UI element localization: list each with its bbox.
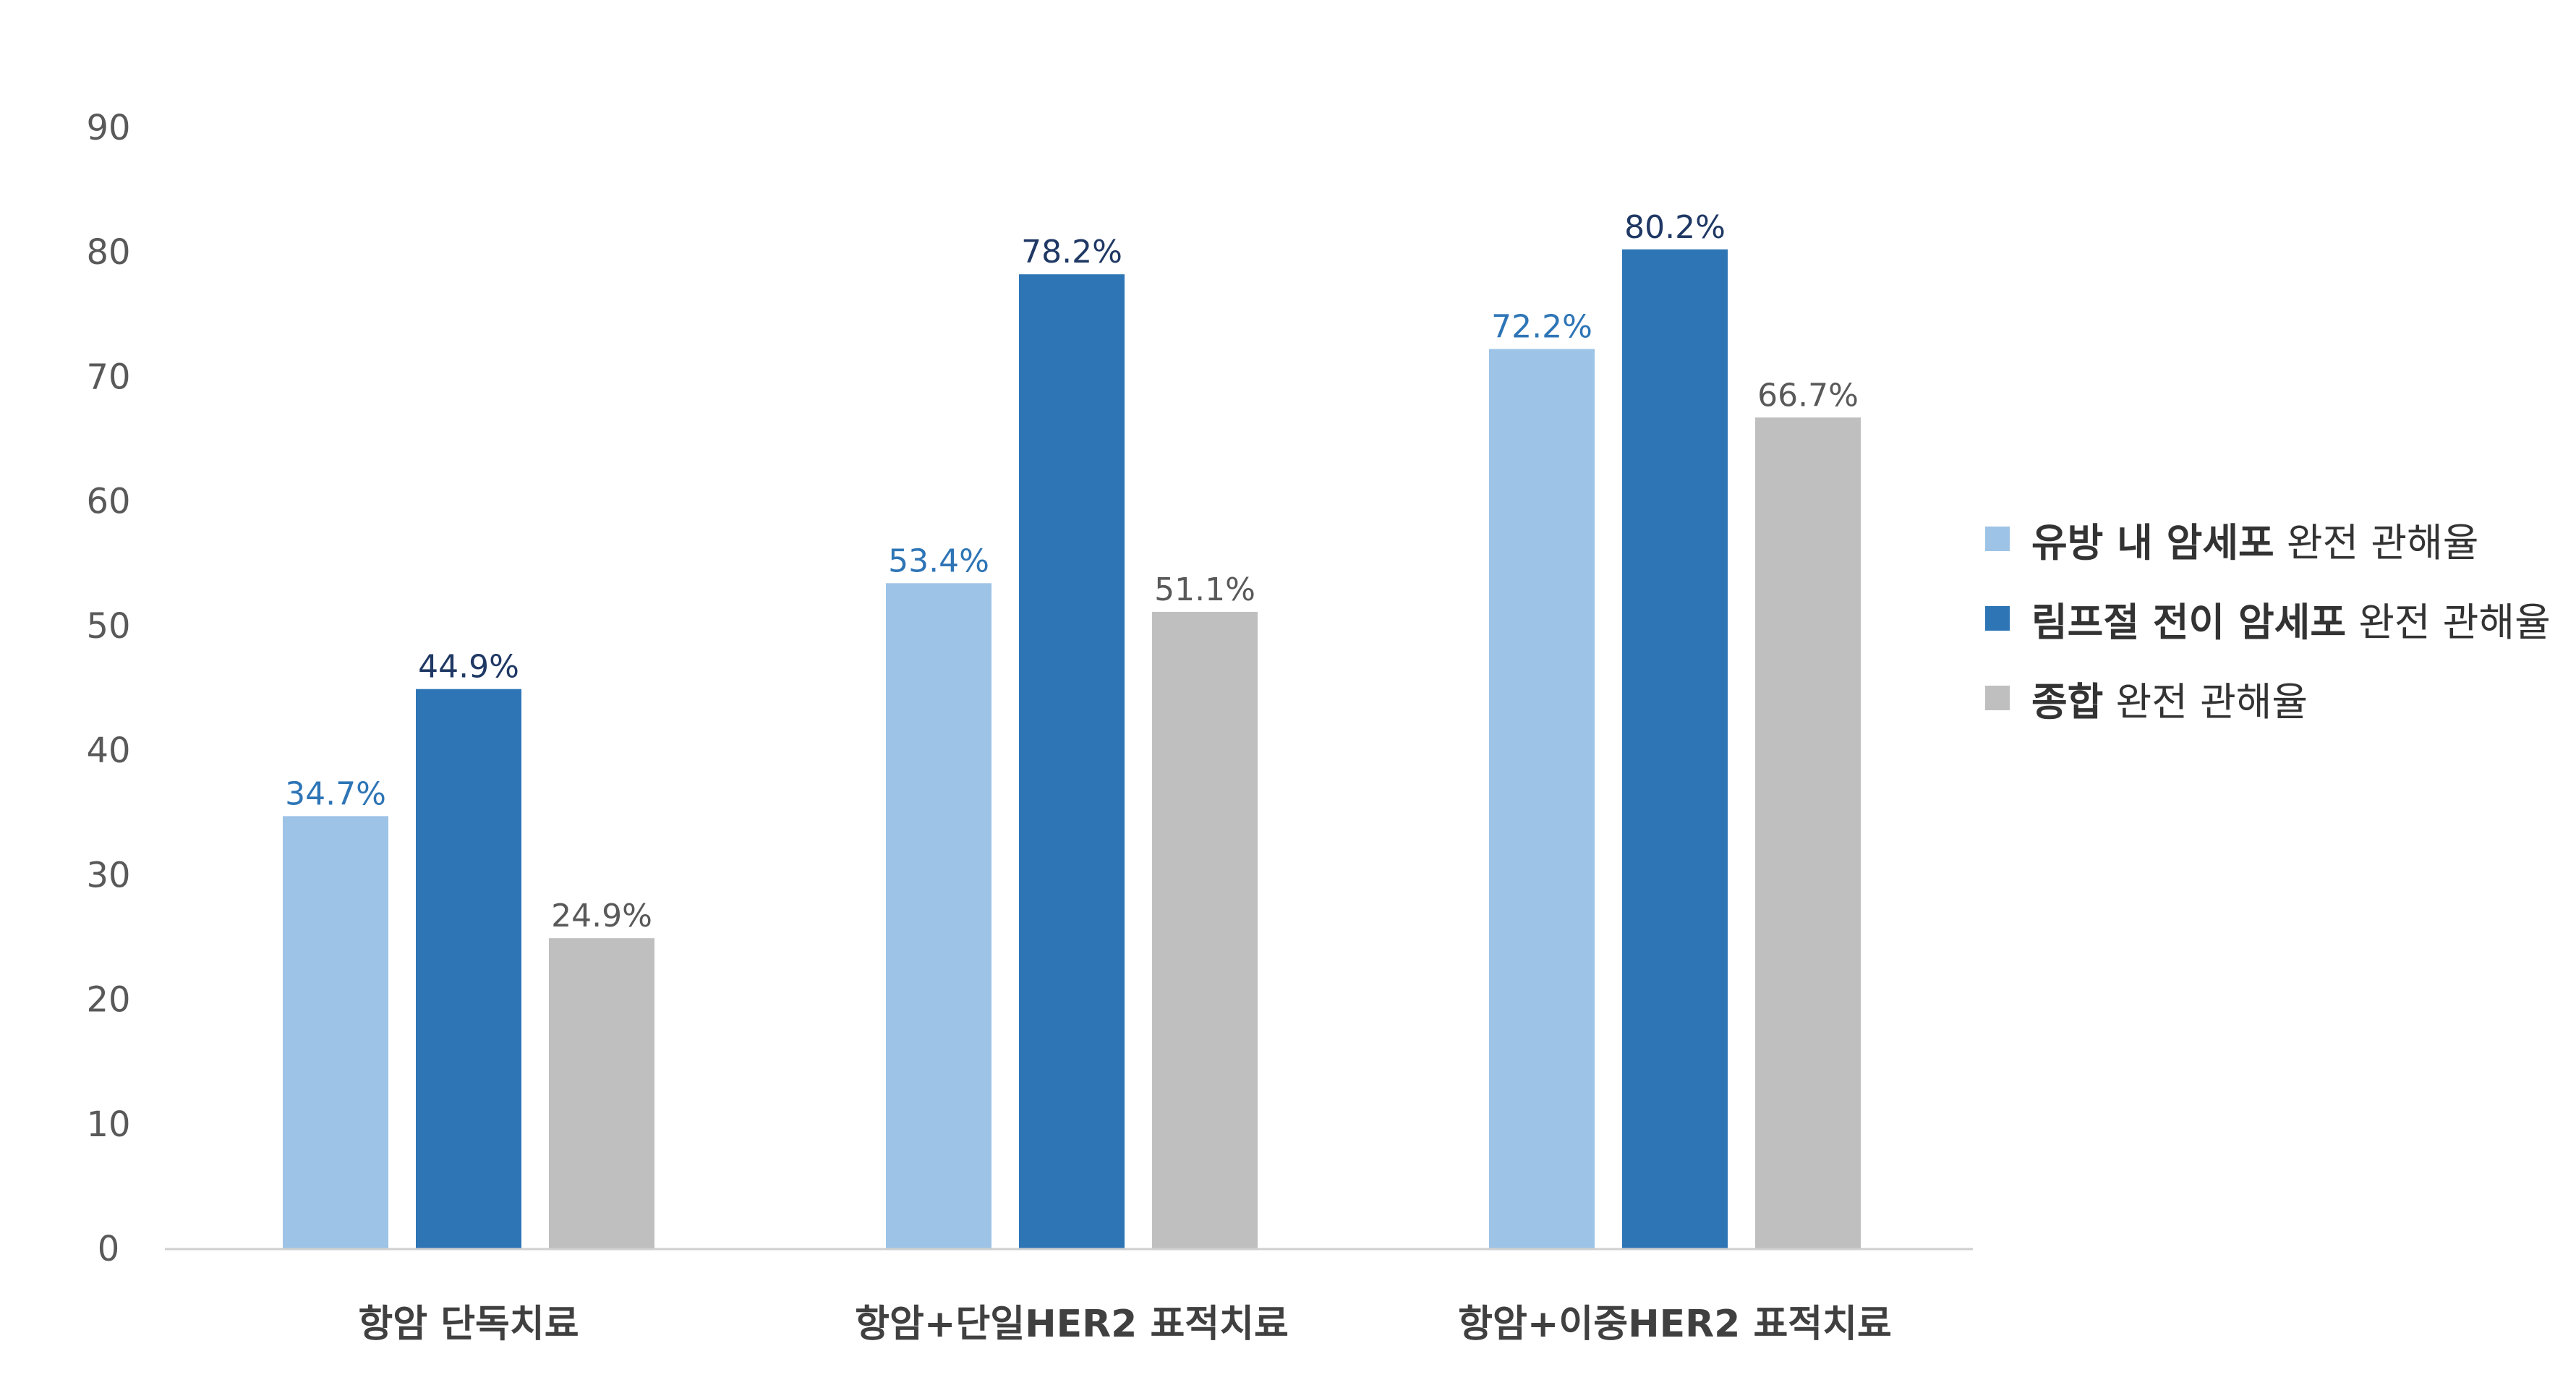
bars <box>283 249 1861 1249</box>
data-label: 24.9% <box>551 898 652 934</box>
bar <box>416 689 521 1248</box>
data-label: 44.9% <box>418 649 519 686</box>
legend-item: 림프절 전이 암세포 완전 관해율 <box>1985 579 2551 658</box>
bar <box>886 583 991 1248</box>
data-label: 66.7% <box>1757 377 1859 414</box>
data-label: 72.2% <box>1491 309 1592 346</box>
bar <box>549 938 654 1248</box>
data-label: 53.4% <box>888 542 989 579</box>
x-axis: 항암 단독치료 항암+단일HER2 표적치료 항암+이중HER2 표적치료 <box>358 1303 1891 1346</box>
y-tick-label: 0 <box>98 1229 120 1269</box>
bar <box>283 816 388 1248</box>
legend-swatch <box>1985 527 2010 551</box>
legend-label: 림프절 전이 암세포 완전 관해율 <box>2031 599 2551 645</box>
data-label: 80.2% <box>1624 209 1726 246</box>
x-category-label: 항암+이중HER2 표적치료 <box>1458 1303 1892 1346</box>
bar <box>1622 249 1728 1248</box>
bar <box>1152 611 1258 1248</box>
legend-swatch <box>1985 606 2010 631</box>
x-category-label: 항암+단일HER2 표적치료 <box>855 1303 1289 1346</box>
y-tick-label: 70 <box>86 357 130 397</box>
legend-label: 유방 내 암세포 완전 관해율 <box>2031 519 2479 566</box>
y-tick-label: 50 <box>86 606 130 647</box>
y-tick-label: 60 <box>86 482 130 522</box>
legend-swatch <box>1985 686 2010 710</box>
bar <box>1489 349 1595 1248</box>
y-tick-label: 40 <box>86 730 130 771</box>
y-tick-label: 80 <box>86 232 130 273</box>
y-axis: 0 10 20 30 40 50 60 70 80 90 <box>86 108 130 1269</box>
legend: 유방 내 암세포 완전 관해율 림프절 전이 암세포 완전 관해율 종합 완전 … <box>1985 499 2551 738</box>
y-tick-label: 30 <box>86 855 130 895</box>
data-label: 51.1% <box>1154 571 1255 608</box>
x-category-label: 항암 단독치료 <box>358 1303 579 1346</box>
data-label: 78.2% <box>1021 234 1122 270</box>
y-tick-label: 10 <box>86 1104 130 1145</box>
data-labels: 34.7% 53.4% 72.2% 44.9% 78.2% 80.2% 24.9% 51.1%… <box>285 209 1859 934</box>
bar <box>1019 274 1125 1249</box>
legend-label: 종합 완전 관해율 <box>2031 678 2308 725</box>
bar <box>1755 417 1861 1248</box>
y-tick-label: 20 <box>86 980 130 1021</box>
legend-item: 종합 완전 관해율 <box>1985 658 2551 738</box>
legend-item: 유방 내 암세포 완전 관해율 <box>1985 499 2551 579</box>
y-tick-label: 90 <box>86 108 130 148</box>
data-label: 34.7% <box>285 775 386 812</box>
